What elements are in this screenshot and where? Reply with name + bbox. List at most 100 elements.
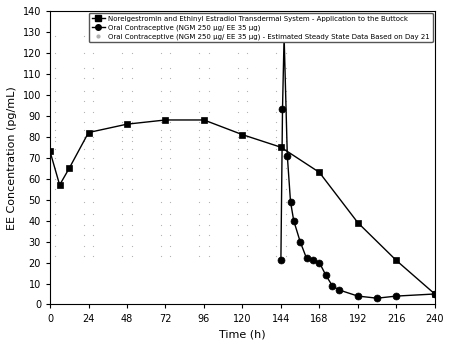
Point: [282, 98, 289, 104]
Point: [272, 138, 280, 144]
Point: [51, 75, 59, 81]
Point: [128, 128, 135, 133]
Point: [205, 128, 212, 133]
Point: [157, 75, 164, 81]
Point: [90, 50, 97, 56]
Point: [205, 243, 212, 248]
Point: [272, 65, 280, 70]
Point: [244, 128, 251, 133]
Point: [205, 65, 212, 70]
Point: [244, 233, 251, 238]
Point: [234, 98, 241, 104]
Point: [205, 88, 212, 93]
Point: [234, 88, 241, 93]
Point: [80, 199, 87, 204]
Point: [282, 243, 289, 248]
Point: [157, 109, 164, 114]
Point: [128, 199, 135, 204]
Point: [119, 119, 126, 125]
Point: [128, 165, 135, 171]
Point: [196, 88, 203, 93]
Point: [282, 186, 289, 192]
Point: [282, 211, 289, 217]
Point: [196, 65, 203, 70]
Point: [51, 98, 59, 104]
Point: [282, 75, 289, 81]
Point: [282, 222, 289, 228]
Point: [157, 199, 164, 204]
Point: [167, 88, 174, 93]
Point: [157, 233, 164, 238]
Point: [167, 147, 174, 152]
Point: [234, 50, 241, 56]
Point: [282, 147, 289, 152]
Point: [128, 109, 135, 114]
Point: [80, 128, 87, 133]
Point: [205, 119, 212, 125]
Point: [244, 254, 251, 259]
Point: [244, 109, 251, 114]
Point: [196, 147, 203, 152]
Point: [272, 199, 280, 204]
Point: [205, 75, 212, 81]
Point: [167, 109, 174, 114]
Point: [90, 243, 97, 248]
Point: [167, 50, 174, 56]
Point: [41, 165, 49, 171]
Point: [119, 155, 126, 161]
Point: [128, 233, 135, 238]
Point: [167, 176, 174, 181]
Point: [90, 222, 97, 228]
Point: [157, 138, 164, 144]
Point: [196, 165, 203, 171]
Point: [205, 176, 212, 181]
Point: [80, 138, 87, 144]
Point: [167, 128, 174, 133]
Point: [157, 211, 164, 217]
Point: [51, 88, 59, 93]
Point: [205, 147, 212, 152]
Point: [80, 233, 87, 238]
Point: [119, 176, 126, 181]
Y-axis label: EE Concentration (pg/mL): EE Concentration (pg/mL): [7, 86, 17, 230]
Point: [41, 222, 49, 228]
Point: [234, 147, 241, 152]
Point: [51, 222, 59, 228]
Point: [244, 147, 251, 152]
Point: [51, 147, 59, 152]
Point: [244, 186, 251, 192]
Point: [167, 134, 174, 139]
Point: [272, 119, 280, 125]
Point: [282, 199, 289, 204]
Point: [51, 176, 59, 181]
Point: [205, 233, 212, 238]
Point: [90, 98, 97, 104]
Point: [196, 199, 203, 204]
Point: [90, 211, 97, 217]
Point: [157, 119, 164, 125]
Point: [119, 75, 126, 81]
Point: [90, 134, 97, 139]
Point: [244, 88, 251, 93]
Point: [128, 211, 135, 217]
Point: [205, 186, 212, 192]
Point: [157, 176, 164, 181]
Point: [80, 119, 87, 125]
Point: [272, 134, 280, 139]
Point: [157, 134, 164, 139]
Point: [41, 98, 49, 104]
Point: [234, 211, 241, 217]
Point: [244, 134, 251, 139]
Point: [90, 186, 97, 192]
Point: [41, 254, 49, 259]
Point: [90, 75, 97, 81]
Point: [167, 243, 174, 248]
Point: [128, 243, 135, 248]
Point: [244, 211, 251, 217]
Point: [244, 50, 251, 56]
Point: [128, 222, 135, 228]
Point: [196, 155, 203, 161]
Point: [167, 98, 174, 104]
Point: [119, 128, 126, 133]
Point: [90, 147, 97, 152]
